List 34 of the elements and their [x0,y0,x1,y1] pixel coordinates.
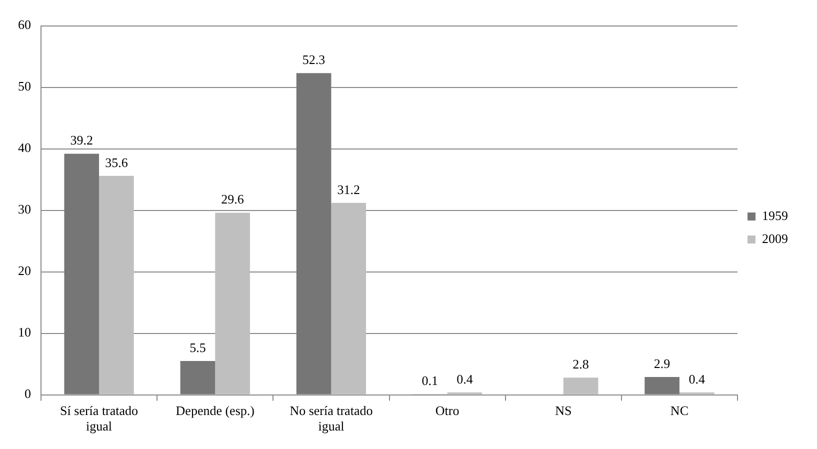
data-label: 31.2 [337,182,360,197]
x-tick-label: NS [555,403,572,418]
x-tick-label: Otro [435,403,460,418]
data-label: 2.8 [572,356,589,372]
y-tick-label: 30 [18,202,31,217]
data-label: 39.2 [70,132,94,148]
data-label: 0.1 [422,373,438,388]
bar [99,176,134,394]
legend-label: 1959 [762,208,788,223]
data-label: 29.6 [221,192,244,207]
y-tick-label: 0 [24,386,31,402]
data-label: 35.6 [105,154,128,170]
bar [180,360,216,394]
data-label: 0.4 [456,371,474,386]
bar [64,154,100,394]
bar [215,212,250,394]
y-tick-label: 50 [18,78,31,94]
y-tick-label: 20 [18,263,31,278]
data-label: 52.3 [302,52,326,68]
y-tick-label: 60 [18,17,31,32]
bar [296,73,332,394]
y-tick-label: 40 [18,140,31,156]
bar [644,376,680,394]
bar [331,202,366,394]
data-label: 5.5 [190,340,206,355]
x-tick-label: Depende (esp.) [176,403,254,418]
x-tick-label: Sí sería tratado igual [60,403,138,434]
x-tick-label: NC [670,403,688,418]
legend-label: 2009 [762,230,788,246]
bar [563,378,598,394]
data-label: 0.4 [688,371,706,386]
y-tick-label: 10 [18,324,31,340]
x-tick-label: No sería tratado igual [290,403,373,434]
data-label: 2.9 [654,356,670,371]
